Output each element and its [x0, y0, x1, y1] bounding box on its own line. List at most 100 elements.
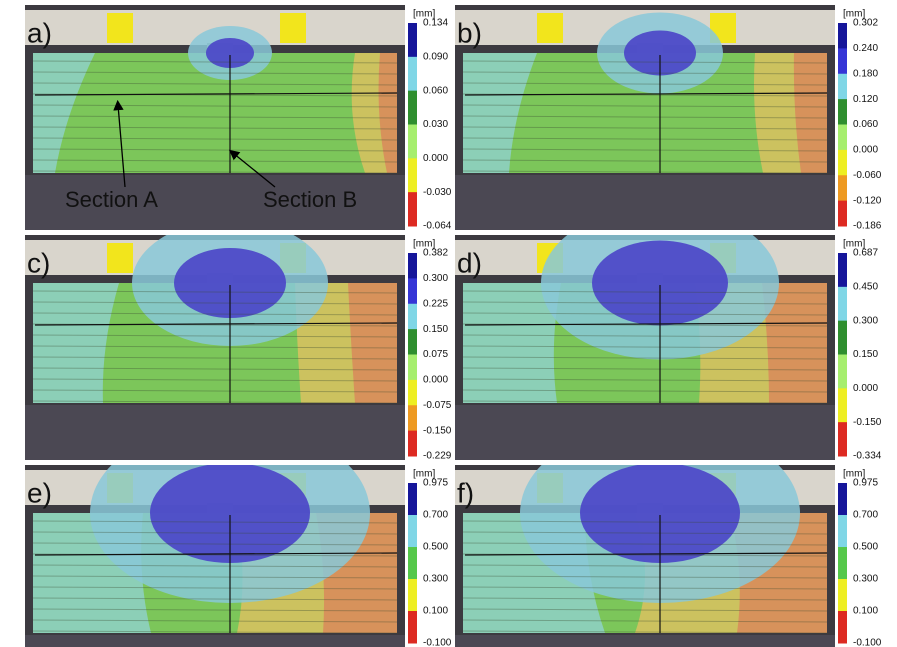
colorbar-segment [838, 48, 847, 74]
colorbar-tick-label: 0.700 [853, 510, 878, 521]
floor [455, 405, 835, 460]
colorbar-tick-label: 0.300 [423, 273, 448, 284]
colorbar-segment [838, 175, 847, 201]
colorbar-tick-label: 0.687 [853, 248, 878, 259]
colorbar-tick-label: 0.060 [853, 119, 878, 130]
colorbar-tick-label: 0.100 [423, 606, 448, 617]
colorbar-segment [408, 611, 417, 644]
panel-label: a) [27, 17, 52, 48]
colorbar-segment [838, 99, 847, 125]
colorbar-tick-label: 0.700 [423, 510, 448, 521]
colorbar-segment [838, 422, 847, 456]
annotation: Section A [65, 187, 158, 212]
colorbar-segment [408, 355, 417, 381]
colorbar-segment [838, 611, 847, 644]
colorbar-tick-label: -0.100 [423, 638, 452, 647]
colorbar-segment [408, 431, 417, 457]
annotation: Section B [263, 187, 357, 212]
colorbar-tick-label: 0.180 [853, 68, 878, 79]
panel-label: c) [27, 247, 50, 278]
colorbar-tick-label: 0.500 [853, 542, 878, 553]
floor [25, 635, 405, 647]
panel-label: e) [27, 477, 52, 508]
colorbar-tick-label: -0.120 [853, 195, 882, 206]
colorbar-tick-label: 0.100 [853, 606, 878, 617]
colorbar-tick-label: 0.000 [853, 383, 878, 394]
colorbar-tick-label: -0.334 [853, 451, 882, 462]
colorbar-segment [408, 380, 417, 406]
colorbar-segment [838, 74, 847, 100]
ruler-mark [280, 13, 306, 43]
colorbar-segment [838, 321, 847, 355]
colorbar-tick-label: 0.975 [423, 478, 448, 489]
colorbar-segment [408, 23, 417, 57]
colorbar-tick-label: 0.150 [423, 324, 448, 335]
panel-label: d) [457, 247, 482, 278]
panel: b)[mm]0.3020.2400.1800.1200.0600.000-0.0… [455, 5, 882, 232]
colorbar-segment [838, 355, 847, 389]
colorbar-tick-label: -0.075 [423, 400, 452, 411]
colorbar-tick-label: -0.030 [423, 187, 452, 198]
ruler-mark [107, 243, 133, 273]
colorbar-segment [838, 287, 847, 321]
panel: a)[mm]0.1340.0900.0600.0300.000-0.030-0.… [25, 5, 452, 232]
colorbar-tick-label: 0.302 [853, 18, 878, 29]
colorbar-tick-label: 0.075 [423, 349, 448, 360]
colorbar-tick-label: -0.060 [853, 170, 882, 181]
colorbar-tick-label: 0.150 [853, 349, 878, 360]
colorbar-tick-label: 0.382 [423, 248, 448, 259]
ruler-mark [537, 13, 563, 43]
colorbar-segment [408, 278, 417, 304]
colorbar-segment [838, 515, 847, 548]
floor [455, 635, 835, 647]
photo [455, 207, 835, 461]
panel: c)[mm]0.3820.3000.2250.1500.0750.000-0.0… [25, 220, 452, 462]
colorbar-tick-label: 0.090 [423, 51, 448, 62]
colorbar-tick-label: 0.300 [423, 574, 448, 585]
panel-label: f) [457, 477, 474, 508]
colorbar-segment [838, 253, 847, 287]
colorbar-tick-label: 0.000 [423, 375, 448, 386]
colorbar-segment [408, 125, 417, 159]
colorbar-tick-label: 0.300 [853, 315, 878, 326]
colorbar-segment [408, 91, 417, 125]
colorbar-tick-label: 0.500 [423, 542, 448, 553]
photo [25, 220, 405, 460]
colorbar-segment [408, 253, 417, 279]
colorbar-tick-label: -0.150 [423, 425, 452, 436]
colorbar-segment [408, 329, 417, 355]
colorbar-tick-label: -0.100 [853, 638, 882, 647]
zone-right-hot [794, 53, 827, 173]
panel-label: b) [457, 17, 482, 48]
colorbar-segment [838, 150, 847, 176]
floor [25, 405, 405, 460]
colorbar-segment [408, 405, 417, 431]
colorbar-segment [838, 547, 847, 580]
colorbar-segment [408, 579, 417, 612]
colorbar-tick-label: 0.134 [423, 18, 448, 29]
floor [455, 175, 835, 230]
colorbar-segment [838, 483, 847, 516]
colorbar-tick-label: -0.186 [853, 221, 882, 232]
colorbar-tick-label: 0.030 [423, 119, 448, 130]
colorbar-tick-label: 0.000 [853, 145, 878, 156]
colorbar-tick-label: 0.120 [853, 94, 878, 105]
colorbar-tick-label: 0.975 [853, 478, 878, 489]
colorbar-tick-label: 0.300 [853, 574, 878, 585]
panel: d)[mm]0.6870.4500.3000.1500.000-0.150-0.… [455, 207, 882, 462]
colorbar-segment [408, 304, 417, 330]
colorbar-tick-label: 0.450 [853, 281, 878, 292]
colorbar-segment [408, 483, 417, 516]
colorbar-segment [838, 23, 847, 49]
colorbar-segment [838, 388, 847, 422]
figure: a)[mm]0.1340.0900.0600.0300.000-0.030-0.… [0, 0, 897, 647]
zone-right-hot [348, 283, 397, 403]
colorbar-tick-label: -0.150 [853, 417, 882, 428]
colorbar-segment [408, 547, 417, 580]
colorbar-tick-label: 0.240 [853, 43, 878, 54]
colorbar-segment [408, 515, 417, 548]
colorbar-segment [838, 579, 847, 612]
colorbar-tick-label: 0.225 [423, 298, 448, 309]
colorbar-tick-label: 0.060 [423, 85, 448, 96]
colorbar-segment [838, 201, 847, 227]
